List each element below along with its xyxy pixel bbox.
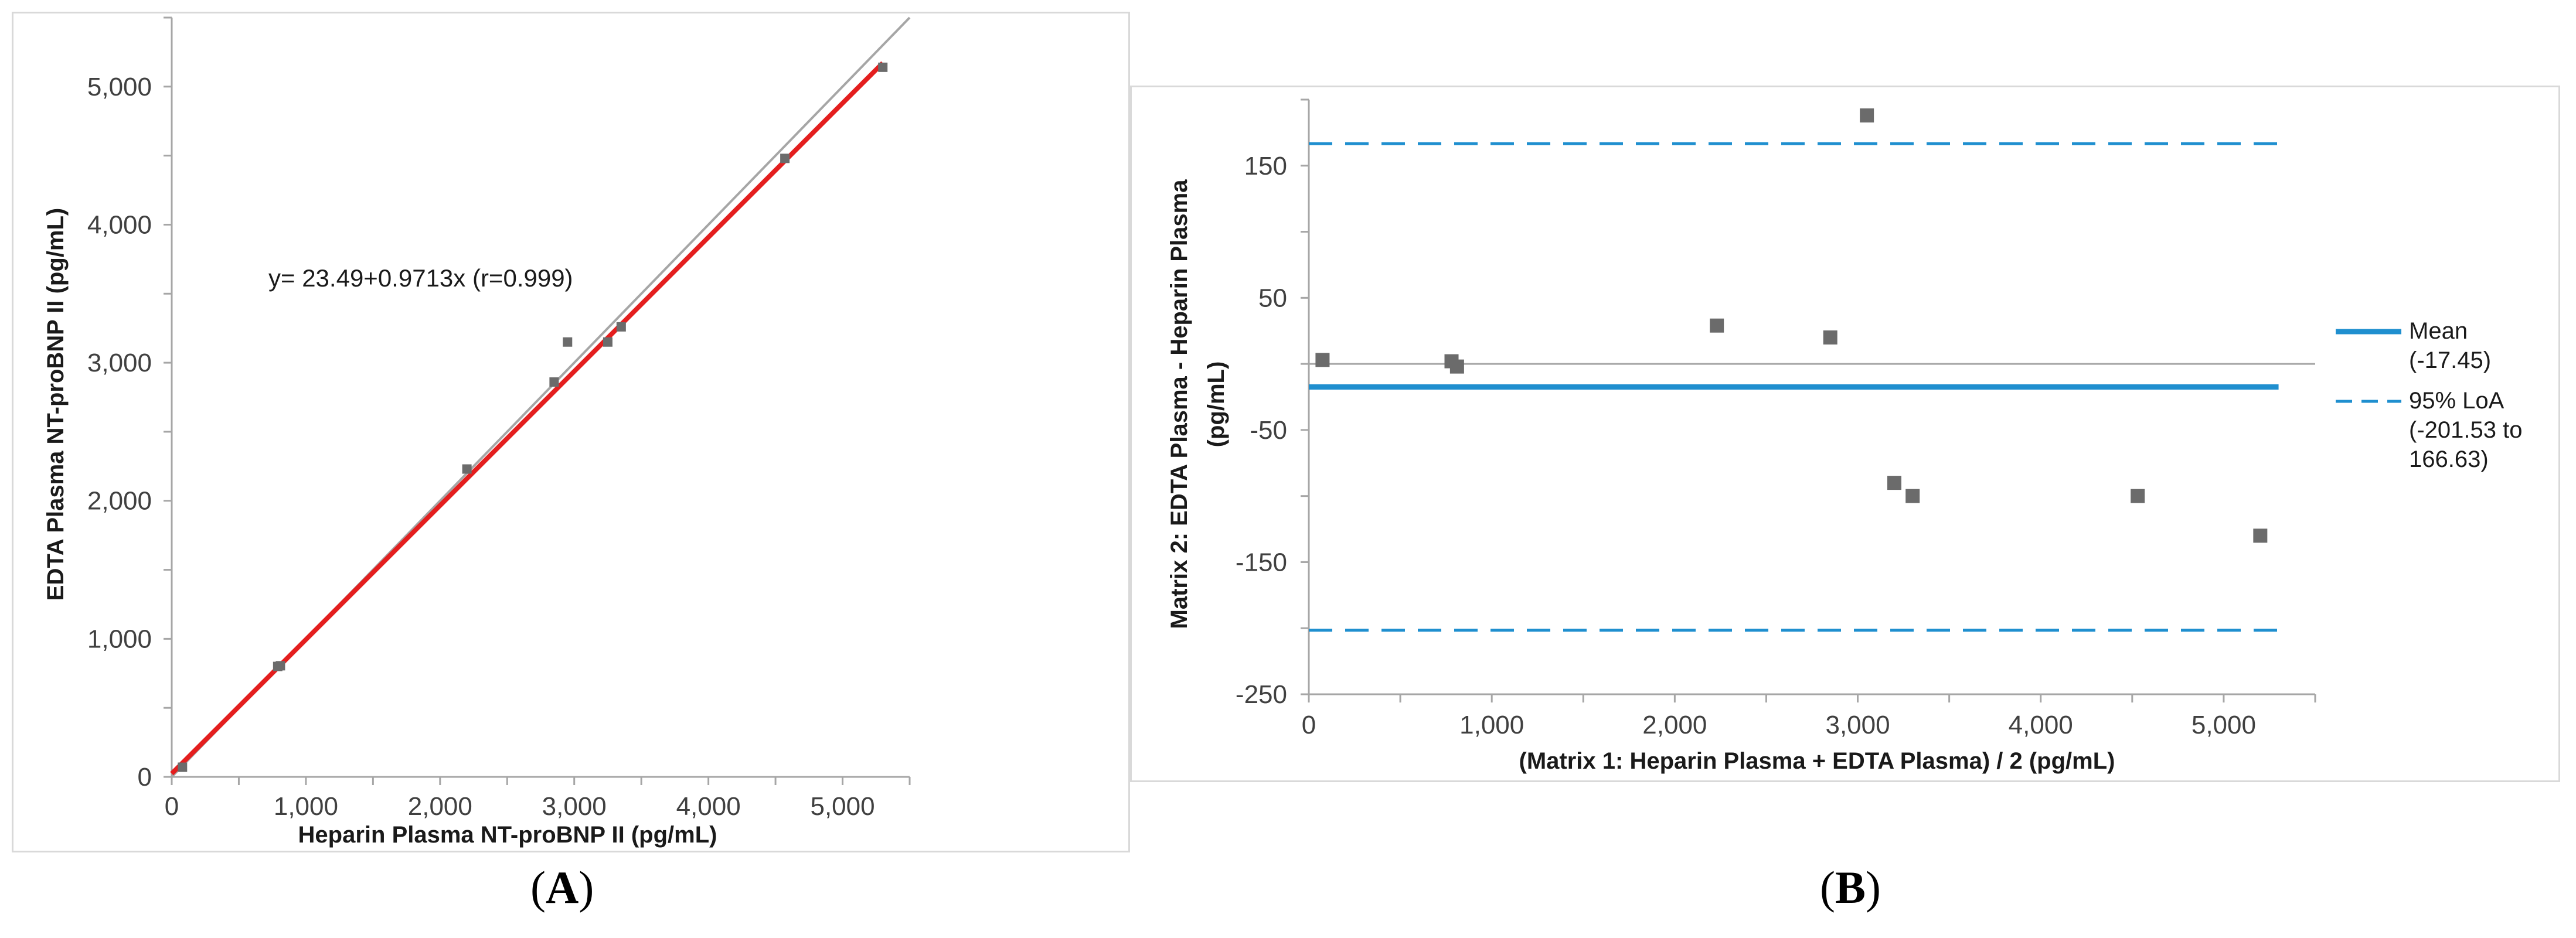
legend-text: 95% LoA: [2409, 388, 2504, 414]
data-point: [1887, 476, 1901, 490]
legend-text: Mean: [2409, 318, 2468, 344]
data-point: [178, 762, 188, 772]
data-point: [780, 154, 790, 163]
y-tick-label: 1,000: [87, 625, 152, 653]
panel-label-b: (B): [1820, 862, 1881, 913]
data-point: [1823, 330, 1837, 344]
regression-line: [170, 61, 885, 776]
data-point: [549, 377, 559, 387]
x-tick-label: 5,000: [2192, 711, 2256, 739]
x-tick-label: 4,000: [676, 792, 741, 821]
legend-text: (-201.53 to: [2409, 417, 2522, 443]
data-point: [616, 322, 626, 332]
x-tick-label: 4,000: [2009, 711, 2073, 739]
y-tick-label: 3,000: [87, 349, 152, 377]
x-tick-label: 3,000: [1825, 711, 1890, 739]
y-axis-title-unit: (pg/mL): [1203, 361, 1229, 448]
y-axis-title: Matrix 2: EDTA Plasma - Heparin Plasma: [1166, 179, 1192, 629]
data-point: [603, 337, 612, 347]
data-point: [275, 661, 285, 671]
data-point: [1449, 359, 1464, 374]
data-point: [1860, 108, 1874, 123]
x-tick-label: 1,000: [274, 792, 338, 821]
x-tick-label: 1,000: [1459, 711, 1524, 739]
x-tick-label: 0: [165, 792, 179, 821]
data-point: [563, 337, 573, 347]
data-point: [1905, 489, 1920, 503]
y-tick-label: 2,000: [87, 487, 152, 516]
data-point: [462, 464, 472, 474]
y-tick-label: -50: [1250, 416, 1287, 445]
data-point: [878, 62, 888, 72]
x-tick-label: 3,000: [542, 792, 607, 821]
y-tick-label: -150: [1236, 548, 1287, 577]
y-tick-label: -250: [1236, 680, 1287, 709]
data-point: [2253, 528, 2268, 543]
y-tick-label: 4,000: [87, 210, 152, 239]
y-tick-label: 50: [1258, 284, 1287, 312]
x-axis-title: (Matrix 1: Heparin Plasma + EDTA Plasma)…: [1519, 748, 2115, 774]
panel-b-frame: [1130, 86, 2560, 782]
legend-text: (-17.45): [2409, 347, 2491, 373]
panel-a-frame: [12, 12, 1130, 852]
y-tick-label: 150: [1244, 152, 1287, 180]
x-tick-label: 5,000: [810, 792, 874, 821]
data-point: [1315, 353, 1330, 367]
data-point: [2131, 489, 2145, 503]
data-point: [1710, 318, 1724, 333]
regression-equation: y= 23.49+0.9713x (r=0.999): [268, 264, 573, 292]
x-tick-label: 2,000: [408, 792, 472, 821]
y-tick-label: 5,000: [87, 73, 152, 101]
y-axis-title: EDTA Plasma NT-proBNP II (pg/mL): [43, 208, 69, 601]
y-tick-label: 0: [138, 763, 152, 792]
x-tick-label: 0: [1302, 711, 1316, 739]
x-tick-label: 2,000: [1642, 711, 1707, 739]
panel-label-a: (A): [530, 862, 594, 913]
x-axis-title: Heparin Plasma NT-proBNP II (pg/mL): [298, 822, 717, 848]
legend-text: 166.63): [2409, 446, 2489, 472]
